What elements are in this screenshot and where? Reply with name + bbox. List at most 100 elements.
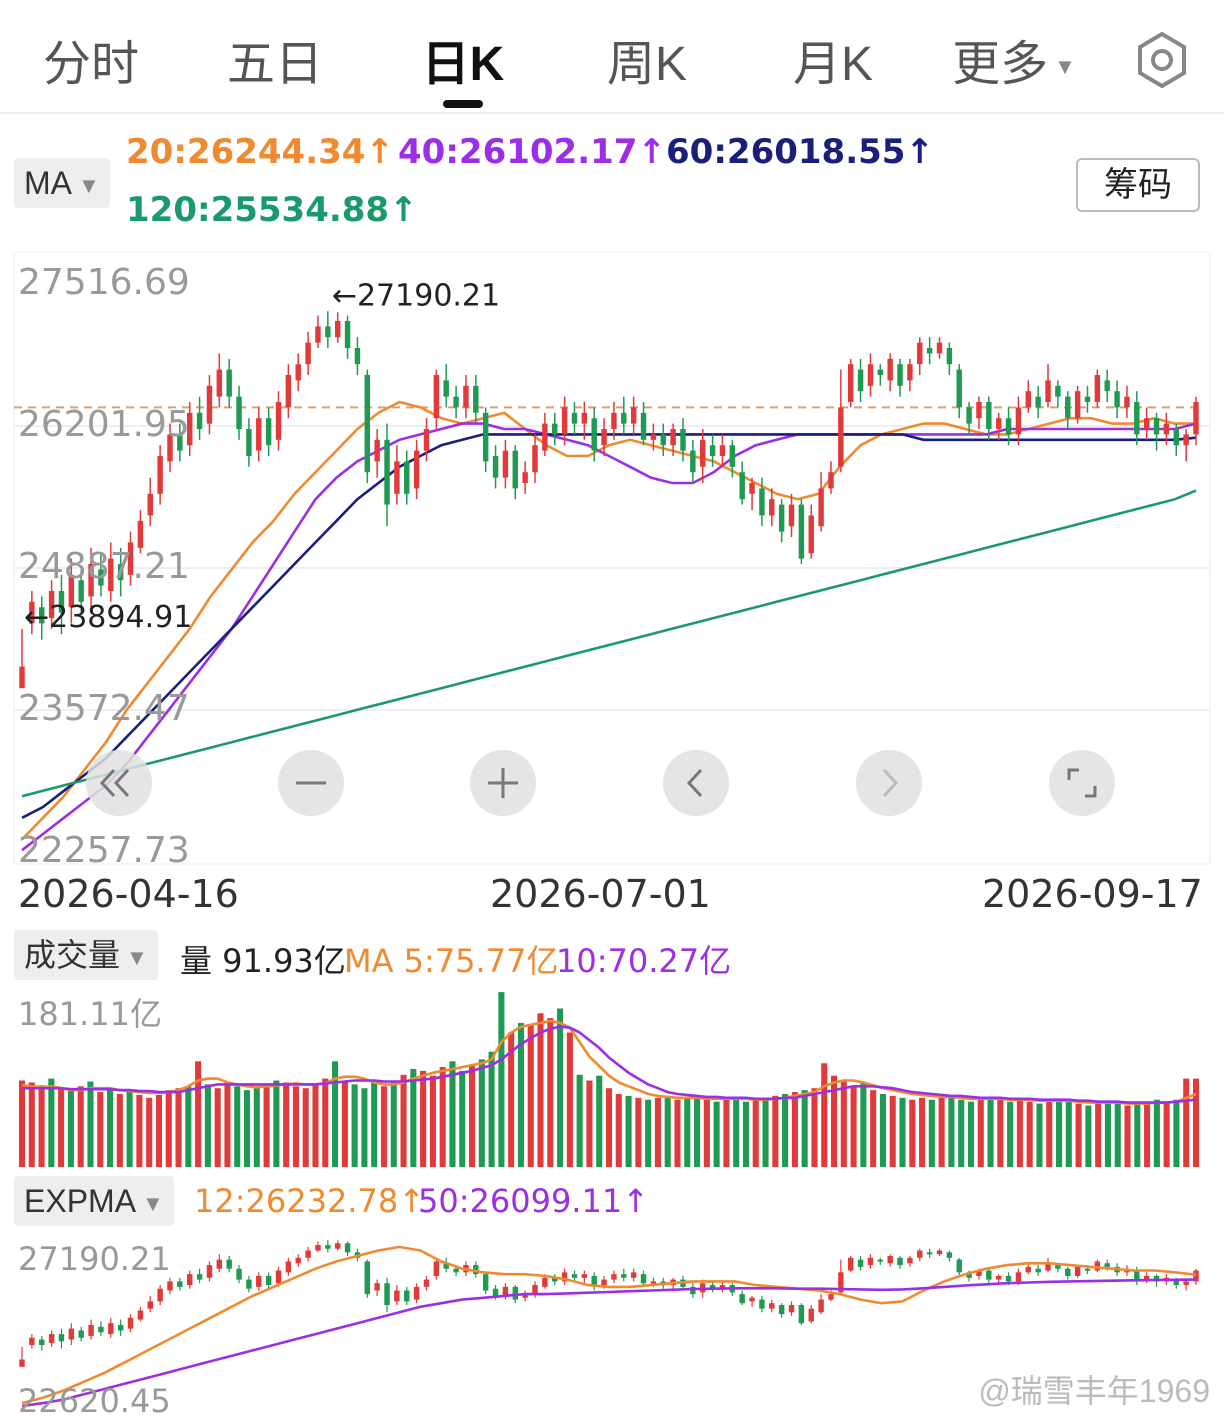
candle-body	[1055, 385, 1061, 397]
candle-body	[19, 666, 25, 689]
candle-body	[147, 1301, 153, 1309]
expma-selector[interactable]: EXPMA ▼	[14, 1176, 174, 1226]
candle-body	[818, 488, 824, 527]
volume-bar	[752, 1097, 759, 1167]
candle-body	[354, 348, 361, 365]
tab-weekly-k[interactable]: 周K	[606, 38, 688, 91]
volume-bar	[821, 1063, 828, 1167]
x-tick-label: 2026-09-17	[982, 872, 1203, 916]
candle-body	[1005, 1275, 1012, 1282]
scroll-right-button[interactable]	[856, 750, 922, 816]
candle-body	[1173, 429, 1179, 446]
candle-body	[39, 1339, 45, 1345]
candle-body	[256, 1275, 262, 1287]
ma-lines	[21, 400, 1197, 852]
volume-bar	[811, 1088, 818, 1167]
candle-body	[206, 385, 213, 424]
series-line-ma60	[21, 433, 1197, 819]
volume-bar	[625, 1095, 632, 1167]
y-tick-label: 24887.21	[18, 546, 190, 587]
volume-bar	[439, 1067, 446, 1167]
candle-body	[88, 564, 94, 597]
scroll-left-fast-button[interactable]	[86, 750, 152, 816]
candle-body	[907, 364, 913, 381]
candle-body	[601, 429, 607, 446]
candle-body	[29, 601, 35, 624]
candle-body	[986, 1270, 992, 1280]
candle-body	[1015, 407, 1022, 435]
candle-body	[808, 1308, 814, 1322]
chip-distribution-button[interactable]: 筹码	[1076, 158, 1200, 212]
candle-body	[680, 429, 686, 451]
candle-body	[29, 1337, 35, 1345]
volume-bar	[664, 1095, 671, 1167]
volume-bar	[958, 1099, 965, 1167]
volume-bar	[478, 1059, 485, 1167]
volume-bar	[1056, 1099, 1063, 1167]
chevron-down-icon: ▼	[78, 172, 100, 198]
zoom-out-button[interactable]	[278, 750, 344, 816]
candle-body	[108, 1323, 114, 1335]
candle-body	[887, 1255, 893, 1264]
candle-body	[108, 558, 114, 592]
tab-five-day[interactable]: 五日	[226, 38, 323, 91]
settings-icon[interactable]	[1132, 30, 1192, 90]
candle-body	[433, 1261, 440, 1276]
candle-body	[739, 472, 745, 500]
candle-body	[78, 1330, 84, 1338]
tab-daily-k[interactable]: 日K	[421, 38, 505, 91]
ma-selector[interactable]: MA ▼	[14, 158, 110, 208]
candle-body	[275, 402, 282, 440]
volume-bar	[1144, 1101, 1151, 1167]
volume-bar	[694, 1095, 701, 1167]
candle-body	[995, 418, 1002, 430]
series-line-expma50	[21, 1278, 1197, 1408]
candle-body	[394, 1290, 400, 1302]
volume-chart[interactable]: 181.11亿	[0, 985, 1224, 1170]
volume-bar	[586, 1080, 593, 1167]
volume-bar	[566, 1032, 573, 1167]
candle-body	[512, 450, 518, 489]
volume-bar	[547, 1018, 554, 1167]
volume-bar	[1065, 1101, 1072, 1167]
candle-body	[670, 429, 676, 446]
candle-body	[98, 569, 104, 586]
volume-bar	[273, 1080, 280, 1167]
volume-bar	[967, 1101, 975, 1167]
candle-body	[1094, 1261, 1101, 1271]
volume-bar	[1104, 1101, 1111, 1167]
volume-bar	[1046, 1101, 1053, 1167]
candle-body	[956, 1259, 962, 1273]
volume-bar	[703, 1099, 710, 1167]
candle-body	[246, 1279, 252, 1289]
expma-lines	[21, 1245, 1197, 1408]
candle-body	[482, 1274, 489, 1291]
expand-icon	[1067, 768, 1097, 798]
candle-body	[828, 1294, 834, 1300]
zoom-in-button[interactable]	[470, 750, 536, 816]
volume-bar	[977, 1099, 984, 1167]
candle-body	[729, 445, 736, 467]
candle-body	[157, 456, 163, 494]
volume-bar	[723, 1097, 730, 1167]
volume-bar	[527, 1024, 534, 1167]
tab-monthly-k[interactable]: 月K	[792, 38, 874, 91]
tab-intraday[interactable]: 分时	[42, 38, 139, 91]
volume-bar	[28, 1082, 35, 1167]
volume-bar	[175, 1088, 182, 1167]
fullscreen-button[interactable]	[1049, 750, 1115, 816]
volume-bar	[1153, 1099, 1160, 1167]
candle-body	[443, 1263, 449, 1269]
candlestick-chart[interactable]: 27516.69 26201.95 24887.21 23572.47 22257.73…	[0, 246, 1224, 872]
tab-more[interactable]: 更多 ▼	[934, 24, 1094, 94]
candle-body	[561, 1272, 568, 1282]
expma-chart[interactable]: 27190.21 22620.45	[0, 1228, 1224, 1418]
volume-selector[interactable]: 成交量 ▼	[14, 930, 158, 980]
scroll-left-button[interactable]	[663, 750, 729, 816]
candle-body	[709, 445, 716, 457]
candle-body	[621, 412, 627, 424]
volume-bar	[1026, 1101, 1033, 1167]
candle-body	[1193, 1270, 1199, 1282]
candle-body	[749, 483, 755, 494]
candle-body	[1055, 1265, 1061, 1269]
